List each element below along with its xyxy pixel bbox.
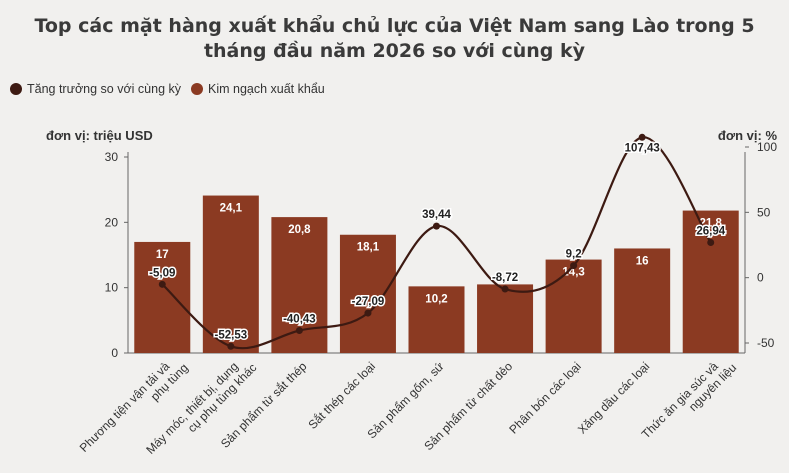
left-axis-tick-label: 20 xyxy=(105,215,119,229)
legend-bar-marker xyxy=(191,83,203,95)
right-axis-tick-label: 50 xyxy=(757,205,771,219)
growth-value-label: -5,09 xyxy=(149,267,175,279)
growth-value-label: 9,2 xyxy=(566,249,582,261)
legend-label-export: Kim ngạch xuất khẩu xyxy=(208,82,325,96)
legend-label-growth: Tăng trưởng so với cùng kỳ xyxy=(27,82,181,96)
growth-point xyxy=(707,238,715,246)
left-axis-tick-label: 30 xyxy=(105,150,119,164)
right-axis-tick-label: 100 xyxy=(757,140,777,154)
legend: Tăng trưởng so với cùng kỳ Kim ngạch xuấ… xyxy=(10,82,335,96)
growth-point xyxy=(158,280,166,288)
growth-point xyxy=(570,262,578,270)
category-label-line: Xăng dầu các loại xyxy=(575,359,652,436)
left-axis-tick-label: 10 xyxy=(105,281,119,295)
bar-value-label: 14,3 xyxy=(562,267,584,279)
bar xyxy=(477,284,534,353)
growth-value-label: 26,94 xyxy=(696,225,725,237)
bar-value-label: 24,1 xyxy=(220,203,243,215)
right-axis-tick-label: -50 xyxy=(757,336,775,350)
chart-title: Top các mặt hàng xuất khẩu chủ lực của V… xyxy=(34,15,755,62)
bar xyxy=(134,241,191,353)
right-axis-tick-label: 0 xyxy=(757,271,764,285)
legend-item-growth[interactable]: Tăng trưởng so với cùng kỳ xyxy=(10,82,181,96)
bar-value-label: 18,1 xyxy=(357,242,380,254)
bar xyxy=(545,259,602,353)
growth-point xyxy=(295,326,303,334)
bar xyxy=(682,210,739,353)
legend-item-export[interactable]: Kim ngạch xuất khẩu xyxy=(191,82,325,96)
bar xyxy=(339,234,396,353)
growth-value-label: -40,43 xyxy=(283,313,316,325)
category-label: Thức ăn gia súc vànguyên liệu xyxy=(639,351,739,451)
growth-line xyxy=(161,136,712,350)
left-axis-tick-label: 0 xyxy=(111,346,118,360)
growth-value-label: -27,09 xyxy=(352,296,385,308)
left-axis-unit: đơn vị: triệu USD xyxy=(46,128,153,143)
growth-point xyxy=(433,222,440,230)
bar-value-label: 16 xyxy=(636,255,649,267)
bar-value-label: 21,8 xyxy=(700,218,723,230)
category-label: Xăng dầu các loại xyxy=(575,359,652,436)
growth-value-label: 39,44 xyxy=(422,209,451,221)
category-label-line: Sắt thép các loại xyxy=(305,359,378,432)
growth-point xyxy=(638,133,646,141)
growth-value-label: -52,53 xyxy=(215,329,248,341)
growth-value-label: 107,43 xyxy=(625,142,660,154)
category-label: Phương tiện vận tải vàphụ tùng xyxy=(77,351,191,465)
growth-point xyxy=(501,285,509,293)
bar xyxy=(202,195,259,353)
bar-value-label: 20,8 xyxy=(288,224,311,236)
legend-line-marker xyxy=(10,83,22,95)
category-label: Phân bón các loại xyxy=(506,359,583,436)
bar-value-label: 17 xyxy=(156,249,169,261)
bar xyxy=(408,286,465,353)
growth-point xyxy=(364,309,372,317)
bar xyxy=(614,248,671,353)
growth-value-label: -8,72 xyxy=(492,272,518,284)
bar-value-label: 10,2 xyxy=(425,293,447,305)
category-label: Sắt thép các loại xyxy=(305,359,378,432)
growth-point xyxy=(227,342,235,350)
right-axis-unit: đơn vị: % xyxy=(717,128,777,143)
category-label-line: Phân bón các loại xyxy=(506,359,583,436)
